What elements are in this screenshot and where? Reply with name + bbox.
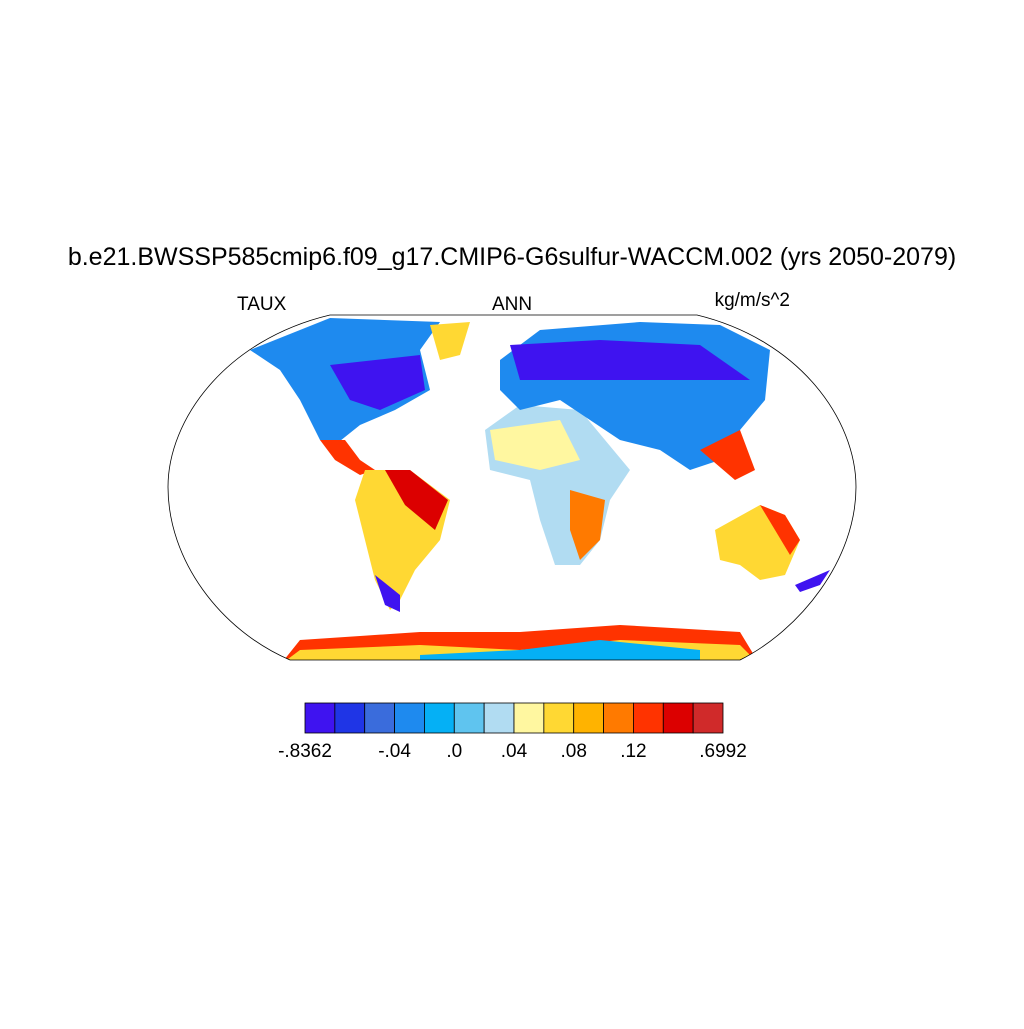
colorbar-label: .08 <box>561 741 587 762</box>
land <box>385 470 448 530</box>
colorbar-box <box>394 702 425 734</box>
colorbar-box <box>334 702 366 734</box>
land <box>320 440 375 475</box>
colorbar-box <box>483 702 515 734</box>
colorbar-box <box>304 702 336 734</box>
colorbar-box <box>513 702 545 734</box>
colorbar-box <box>543 702 575 734</box>
colorbar-box <box>364 702 395 734</box>
colorbar-box <box>453 702 485 734</box>
land <box>795 570 830 592</box>
colorbar-label: .12 <box>620 741 646 762</box>
colorbar-box <box>692 702 724 734</box>
colorbar-label: -.8362 <box>278 741 332 762</box>
map-outline <box>167 314 857 661</box>
title: b.e21.BWSSP585cmip6.f09_g17.CMIP6-G6sulf… <box>68 243 956 271</box>
land <box>420 640 700 660</box>
colorbar-box <box>573 702 604 734</box>
land <box>330 355 425 410</box>
land <box>760 505 800 555</box>
land <box>490 420 580 470</box>
colorbar-box <box>662 702 694 734</box>
land <box>510 340 750 380</box>
colorbar-label: .0 <box>446 741 462 762</box>
colorbar-label: .04 <box>501 741 528 762</box>
colorbar: -.8362 -.04 .0 .04 .08 .12 .6992 <box>278 702 747 762</box>
units-label: kg/m/s^2 <box>715 290 790 311</box>
map <box>250 318 830 660</box>
colorbar-label: .6992 <box>699 741 747 762</box>
land <box>700 430 755 480</box>
land <box>375 575 400 612</box>
land <box>570 490 605 560</box>
colorbar-box <box>633 702 664 734</box>
land <box>430 322 470 360</box>
center-label: ANN <box>492 294 532 315</box>
colorbar-box <box>424 702 455 734</box>
left-label: TAUX <box>237 294 287 315</box>
colorbar-label: -.04 <box>378 741 411 762</box>
colorbar-box <box>603 702 634 734</box>
